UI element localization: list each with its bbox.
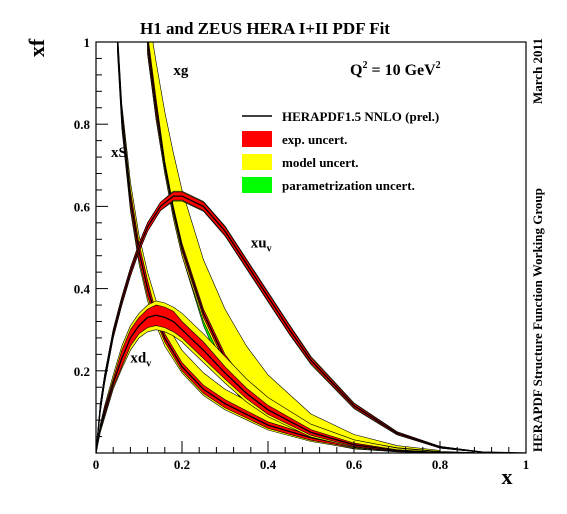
y-tick-label: 0.8 bbox=[74, 117, 91, 132]
x-tick-label: 0.8 bbox=[432, 457, 449, 472]
series-labels: xg xS xuv xdv bbox=[111, 63, 272, 370]
y-tick-label: 0.2 bbox=[74, 364, 90, 379]
legend-label: exp. uncert. bbox=[282, 132, 347, 147]
q2-annotation: Q2 = 10 GeV2 bbox=[350, 60, 441, 79]
series-2 bbox=[96, 190, 526, 453]
legend-item-1: exp. uncert. bbox=[242, 131, 347, 147]
x-axis-label: x bbox=[502, 464, 513, 489]
series-label-0: xg bbox=[173, 63, 189, 79]
param-band bbox=[117, 42, 475, 453]
series-label-3: xdv bbox=[130, 351, 151, 370]
legend-box-swatch bbox=[242, 154, 272, 170]
x-tick-label: 0 bbox=[93, 457, 100, 472]
legend: HERAPDF1.5 NNLO (prel.) exp. uncert. model… bbox=[242, 109, 439, 193]
exp-band bbox=[96, 191, 526, 453]
exp-band bbox=[117, 42, 475, 453]
y-tick-label: 1 bbox=[84, 35, 91, 50]
legend-label: parametrization uncert. bbox=[282, 178, 415, 193]
chart-title: H1 and ZEUS HERA I+II PDF Fit bbox=[140, 19, 390, 38]
legend-item-2: model uncert. bbox=[242, 154, 359, 170]
legend-box-swatch bbox=[242, 131, 272, 147]
x-tick-label: 0.6 bbox=[346, 457, 363, 472]
series-label-2: xuv bbox=[251, 236, 272, 255]
date-annotation: March 2011 bbox=[530, 38, 545, 104]
x-tick-label: 0.2 bbox=[174, 457, 190, 472]
axis-ticks: 0 0.2 0.4 0.6 0.8 1 0.2 0.4 0.6 0.8 1 bbox=[74, 35, 530, 472]
model-band bbox=[117, 42, 475, 453]
series-1 bbox=[116, 42, 475, 453]
plot-frame bbox=[95, 41, 527, 454]
legend-item-0: HERAPDF1.5 NNLO (prel.) bbox=[242, 109, 439, 124]
legend-label: model uncert. bbox=[282, 155, 359, 170]
central-line bbox=[116, 42, 475, 453]
legend-label: HERAPDF1.5 NNLO (prel.) bbox=[282, 109, 439, 124]
legend-item-3: parametrization uncert. bbox=[242, 177, 415, 193]
series-label-1: xS bbox=[111, 145, 127, 161]
y-axis-label: xf bbox=[24, 38, 49, 57]
y-tick-label: 0.6 bbox=[74, 199, 91, 214]
central-line bbox=[96, 314, 441, 453]
x-tick-label: 1 bbox=[523, 457, 530, 472]
curves-area bbox=[96, 42, 526, 453]
y-tick-label: 0.4 bbox=[74, 282, 91, 297]
group-annotation: HERAPDF Structure Function Working Group bbox=[530, 188, 545, 452]
legend-box-swatch bbox=[242, 177, 272, 193]
x-tick-label: 0.4 bbox=[260, 457, 277, 472]
central-line bbox=[96, 195, 526, 453]
